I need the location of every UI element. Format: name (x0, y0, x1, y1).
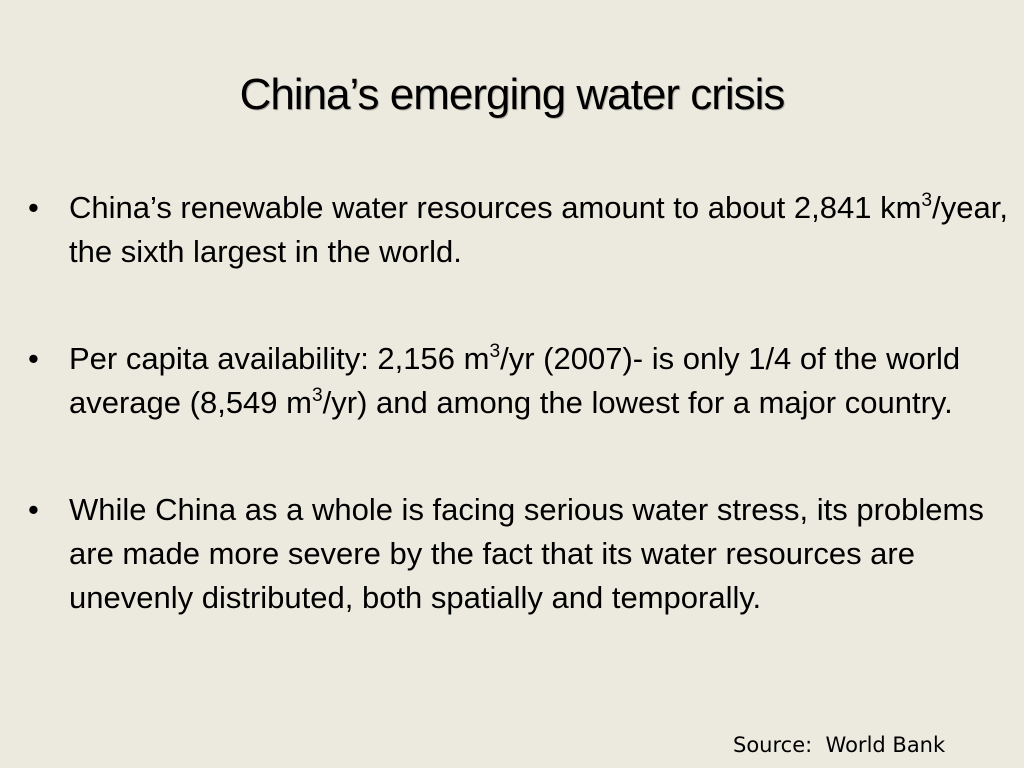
source-note: Source: World Bank (733, 733, 946, 757)
superscript-three: 3 (921, 190, 933, 212)
bullet-text: While China as a whole is facing serious… (69, 492, 984, 615)
bullet-list: • China’s renewable water resources amou… (28, 186, 1018, 620)
slide-title: China’s emerging water crisis (239, 70, 786, 120)
superscript-three: 3 (489, 341, 501, 363)
bullet-text: China’s renewable water resources amount… (69, 190, 922, 225)
bullet-marker: • (28, 341, 39, 376)
bullet-text: /yr (2007)- is only 1/4 of the world ave… (69, 341, 961, 420)
superscript-three: 3 (311, 385, 323, 407)
bullet-text: /yr) and among the lowest for a major co… (322, 385, 953, 420)
bullet-marker: • (28, 190, 39, 225)
bullet-renewable-resources: • China’s renewable water resources amou… (28, 186, 1018, 274)
bullet-text: Per capita availability: 2,156 m (69, 341, 490, 376)
bullet-marker: • (28, 492, 39, 527)
bullet-text: /year, the sixth largest in the world. (69, 190, 1008, 269)
bullet-per-capita: • Per capita availability: 2,156 m3/yr (… (28, 337, 1018, 425)
bullet-water-stress: • While China as a whole is facing serio… (28, 488, 1018, 620)
